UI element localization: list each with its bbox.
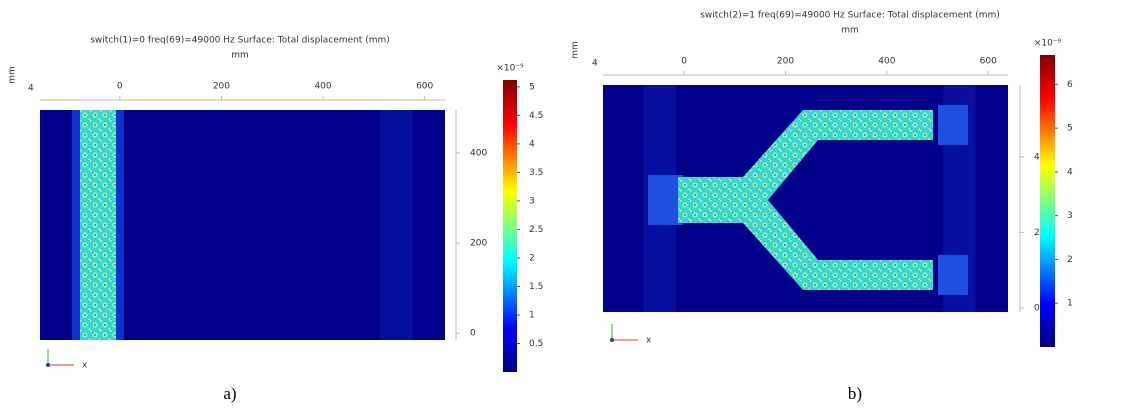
colorbar-tick-label: 1	[529, 310, 535, 320]
x-tick-label: 400	[878, 57, 895, 67]
waveguide	[678, 110, 933, 290]
panel-label: a)	[223, 384, 236, 403]
colorbar-tick-label: 4	[529, 139, 535, 149]
colorbar-tick-label: 2	[1067, 255, 1073, 265]
plot-title: switch(1)=0 freq(69)=49000 Hz Surface: T…	[90, 36, 390, 46]
colorbar	[1040, 55, 1055, 347]
corner-label: 4	[28, 84, 34, 94]
colorbar-tick-label: 2.5	[529, 225, 543, 235]
plot-title: switch(2)=1 freq(69)=49000 Hz Surface: T…	[700, 11, 1000, 21]
triad-origin	[46, 363, 50, 367]
colorbar-tick-label: 1	[1067, 299, 1073, 309]
triad-label: x	[82, 361, 88, 371]
side-units: mm	[8, 66, 18, 84]
axis-units: mm	[231, 51, 249, 61]
x-tick-label: 200	[777, 57, 794, 67]
colorbar-tick-label: 2	[529, 253, 535, 263]
x-tick-label: 400	[314, 82, 331, 92]
colorbar-tick-label: 4.5	[529, 111, 543, 121]
y-tick-label: 0	[470, 329, 476, 339]
field-band	[380, 110, 413, 340]
x-tick-label: 600	[416, 82, 433, 92]
x-tick-label: 600	[980, 57, 997, 67]
triad-origin	[610, 338, 614, 342]
colorbar-tick-label: 0.5	[529, 339, 543, 349]
waveguide	[80, 110, 116, 340]
colorbar	[503, 80, 517, 372]
colorbar-tick-label: 1.5	[529, 282, 543, 292]
colorbar-tick-label: 3	[529, 196, 535, 206]
field-glow	[938, 255, 968, 295]
colorbar-exponent: ×10⁻⁹	[1034, 39, 1062, 49]
x-tick-label: 0	[117, 82, 123, 92]
field-glow	[648, 175, 683, 225]
field-glow	[938, 105, 968, 145]
colorbar-tick-label: 5	[1067, 124, 1073, 134]
colorbar-exponent: ×10⁻⁹	[496, 64, 524, 74]
y-tick-label: 200	[470, 239, 487, 249]
axis-units: mm	[841, 26, 859, 36]
colorbar-tick-label: 6	[1067, 80, 1073, 90]
colorbar-tick-label: 5	[529, 82, 535, 92]
triad-label: x	[646, 336, 652, 346]
y-tick-label: 400	[470, 148, 487, 158]
side-units: mm	[571, 41, 581, 59]
y-tick-label: 0	[1034, 303, 1040, 313]
panel-label: b)	[848, 384, 862, 403]
corner-label: 4	[592, 59, 598, 69]
x-tick-label: 200	[213, 82, 230, 92]
colorbar-tick-label: 4	[1067, 167, 1073, 177]
x-tick-label: 0	[681, 57, 687, 67]
colorbar-tick-label: 3.5	[529, 168, 543, 178]
colorbar-tick-label: 3	[1067, 211, 1073, 221]
